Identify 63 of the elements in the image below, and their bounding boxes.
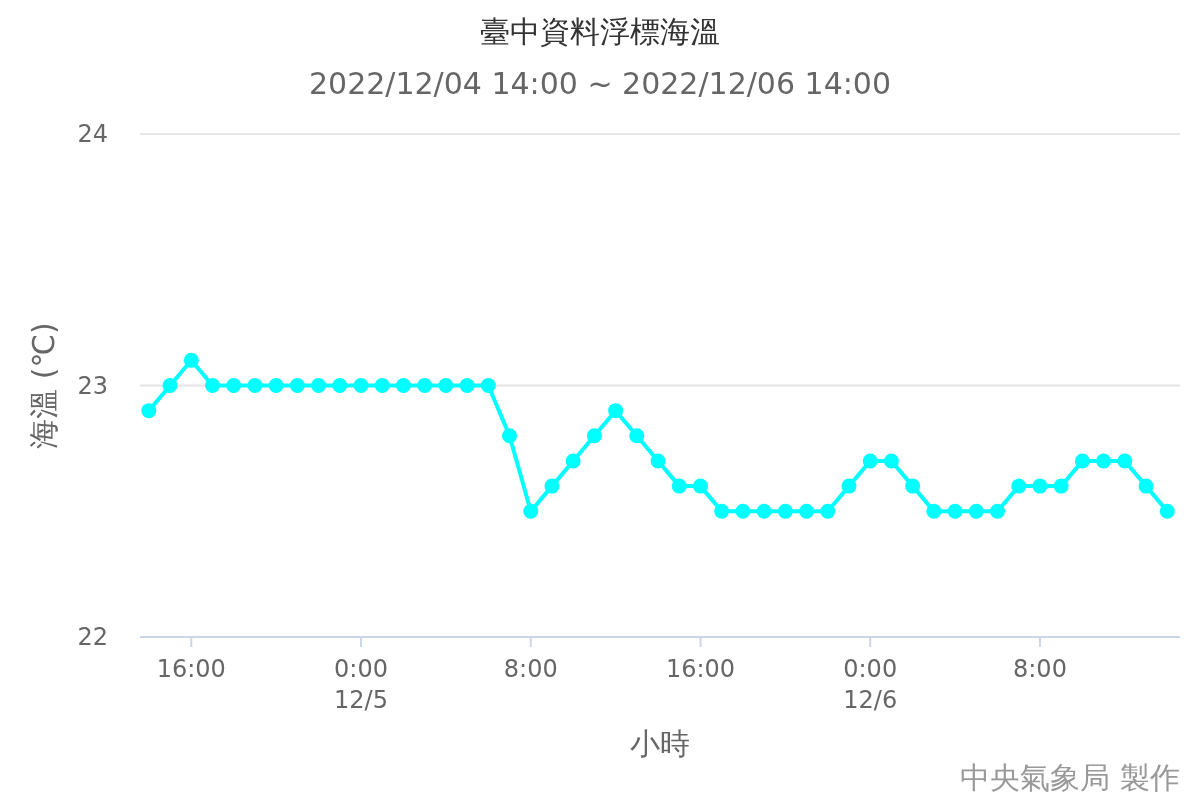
point — [883, 453, 899, 469]
point — [1011, 478, 1027, 494]
point — [990, 503, 1006, 519]
point — [947, 503, 963, 519]
point — [268, 378, 284, 393]
y-tick-label: 24 — [77, 120, 108, 148]
point — [417, 378, 433, 393]
point — [311, 378, 327, 393]
point — [650, 453, 666, 469]
point — [1032, 478, 1048, 494]
point — [565, 453, 581, 469]
point — [1053, 478, 1069, 494]
point — [353, 378, 369, 393]
point — [374, 378, 390, 393]
point — [1074, 453, 1090, 469]
y-axis-title: 海溫 (℃) — [26, 322, 61, 449]
point — [820, 503, 836, 519]
point — [544, 478, 560, 494]
point — [905, 478, 921, 494]
point — [332, 378, 348, 393]
point — [629, 428, 645, 444]
y-tick-label: 23 — [77, 371, 108, 400]
point — [714, 503, 730, 519]
text: 中央氣象局 製作 — [960, 760, 1180, 795]
point — [183, 352, 199, 368]
point — [459, 378, 475, 393]
point — [204, 378, 220, 393]
point — [735, 503, 751, 519]
point — [226, 378, 242, 393]
x-tick-label: 16:00 — [156, 655, 226, 683]
point — [162, 378, 178, 393]
point — [1138, 478, 1154, 494]
point — [480, 378, 496, 393]
point — [438, 378, 454, 393]
point — [1096, 453, 1112, 469]
point — [692, 478, 708, 494]
x-tick-label: 0:00 12/5 — [334, 655, 388, 714]
point — [968, 503, 984, 519]
point — [756, 503, 772, 519]
point — [1159, 503, 1175, 519]
x-tick-label: 8:00 — [503, 655, 558, 683]
point — [502, 428, 518, 444]
point — [1117, 453, 1133, 469]
x-tick-label: 16:00 — [665, 655, 736, 683]
x-tick-label: 8:00 — [1013, 655, 1067, 683]
point — [586, 428, 602, 444]
point — [926, 503, 942, 519]
point — [862, 453, 878, 469]
point — [841, 478, 857, 494]
point — [671, 478, 687, 494]
point — [395, 378, 411, 393]
point — [777, 503, 793, 519]
point — [247, 378, 263, 393]
point — [799, 503, 815, 519]
point — [289, 378, 305, 393]
y-tick-label: 22 — [77, 623, 108, 651]
point — [141, 403, 157, 419]
point — [608, 403, 624, 419]
chart-title: 臺中資料浮標海溫 — [480, 14, 720, 49]
chart-subtitle: 2022/12/04 14:00 ~ 2022/12/06 14:00 — [308, 66, 892, 101]
x-tick-label: 0:00 12/6 — [843, 655, 898, 714]
x-axis-title: 小時 — [630, 726, 690, 761]
point — [523, 503, 539, 519]
